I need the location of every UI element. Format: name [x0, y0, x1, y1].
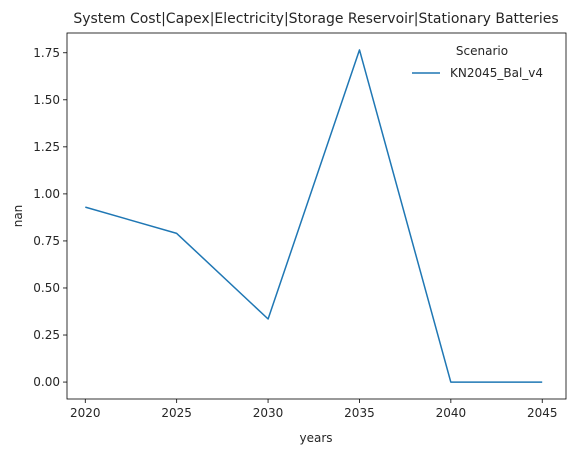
- chart-title: System Cost|Capex|Electricity|Storage Re…: [73, 11, 558, 27]
- y-tick-label: 0.75: [33, 234, 60, 248]
- y-axis-label: nan: [11, 205, 25, 228]
- legend-entry: KN2045_Bal_v4: [450, 66, 543, 80]
- y-tick-label: 1.50: [33, 93, 60, 107]
- y-tick-label: 0.00: [33, 375, 60, 389]
- x-tick-label: 2045: [527, 406, 558, 420]
- data-point: [84, 206, 87, 209]
- x-axis: 2020 2025 2030 2035 2040 2045: [70, 399, 558, 420]
- x-tick-label: 2035: [344, 406, 375, 420]
- legend-title: Scenario: [456, 44, 508, 58]
- x-axis-label: years: [299, 431, 332, 445]
- y-axis: 0.00 0.25 0.50 0.75 1.00 1.25 1.50 1.75: [33, 46, 67, 389]
- y-tick-label: 1.00: [33, 187, 60, 201]
- y-tick-label: 1.25: [33, 140, 60, 154]
- y-tick-label: 1.75: [33, 46, 60, 60]
- legend: Scenario KN2045_Bal_v4: [412, 44, 543, 80]
- y-tick-label: 0.25: [33, 328, 60, 342]
- x-tick-label: 2040: [436, 406, 467, 420]
- series-line: [85, 49, 543, 383]
- x-tick-label: 2020: [70, 406, 101, 420]
- data-point: [175, 232, 178, 235]
- series-layer: [84, 48, 544, 384]
- data-point: [541, 381, 544, 384]
- data-point: [267, 318, 270, 321]
- data-point: [358, 48, 361, 51]
- plot-area: [66, 32, 567, 400]
- y-tick-label: 0.50: [33, 281, 60, 295]
- x-tick-label: 2025: [161, 406, 192, 420]
- data-point: [449, 381, 452, 384]
- x-tick-label: 2030: [253, 406, 284, 420]
